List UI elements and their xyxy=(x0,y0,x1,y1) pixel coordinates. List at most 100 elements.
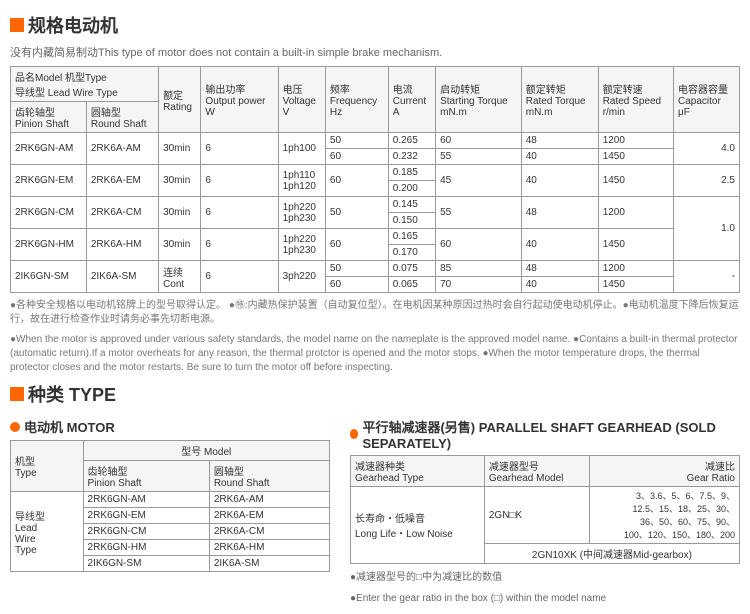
cell-round: 2RK6A-AM xyxy=(86,133,158,165)
cell-rated: 48 xyxy=(521,133,598,149)
motor-table: 机型 Type 型号 Model 齿轮轴型 Pinion Shaft 圆轴型 R… xyxy=(10,440,330,572)
cell-output: 6 xyxy=(201,197,278,229)
cell-round: 2RK6A-HM xyxy=(86,229,158,261)
cell-rated: 48 xyxy=(521,261,598,277)
bullet-icon xyxy=(10,422,20,432)
cell-output: 6 xyxy=(201,261,278,293)
gt-ratios: 3、3.6、5、6、7.5、9、 12.5、15、18、25、30、 36、50… xyxy=(589,487,740,544)
cell-rating: 30min xyxy=(159,133,201,165)
cell-freq: 60 xyxy=(325,229,388,261)
type-title: 种类 TYPE xyxy=(28,381,116,407)
spec-table: 品名Model 机型Type 导线型 Lead Wire Type 额定 Rat… xyxy=(10,66,740,293)
cell-rated: 40 xyxy=(521,229,598,261)
cell-voltage: 1ph100 xyxy=(278,133,325,165)
cell-cap: 4.0 xyxy=(673,133,739,165)
th-cap: 电容器容量 Capacitor μF xyxy=(673,67,739,133)
gear-heading: 平行轴减速器(另售) PARALLEL SHAFT GEARHEAD (SOLD… xyxy=(350,417,740,451)
cell-voltage: 1ph220 1ph230 xyxy=(278,197,325,229)
mt-round: 圆轴型 Round Shaft xyxy=(209,461,329,492)
bullet-icon xyxy=(350,429,358,439)
th-round: 圆轴型 Round Shaft xyxy=(86,102,158,133)
cell-cap: 2.5 xyxy=(673,165,739,197)
cell-voltage: 3ph220 xyxy=(278,261,325,293)
mt-round-cell: 2IK6A-SM xyxy=(209,556,329,572)
cell-rating: 30min xyxy=(159,197,201,229)
cell-speed: 1200 xyxy=(598,261,673,277)
cell-cap: - xyxy=(673,261,739,293)
mt-round-cell: 2RK6A-HM xyxy=(209,540,329,556)
cell-output: 6 xyxy=(201,229,278,261)
gt-modelv: 2GN□K xyxy=(484,487,589,544)
gear-title: 平行轴减速器(另售) PARALLEL SHAFT GEARHEAD (SOLD… xyxy=(362,417,740,451)
cell-start: 70 xyxy=(436,277,522,293)
th-freq: 频率 Frequency Hz xyxy=(325,67,388,133)
cell-speed: 1200 xyxy=(598,133,673,149)
mt-type: 机型 Type xyxy=(11,441,84,492)
cell-current: 0.265 xyxy=(388,133,435,149)
cell-speed: 1450 xyxy=(598,149,673,165)
cell-current: 0.200 xyxy=(388,181,435,197)
mt-pinion-cell: 2RK6GN-AM xyxy=(83,492,209,508)
gt-model: 减速器型号 Gearhead Model xyxy=(484,456,589,487)
th-current: 电流 Current A xyxy=(388,67,435,133)
gear-note2: ●Enter the gear ratio in the box (□) wit… xyxy=(350,591,740,606)
th-pinion: 齿轮轴型 Pinion Shaft xyxy=(11,102,87,133)
mt-round-cell: 2RK6A-AM xyxy=(209,492,329,508)
spec-subtitle: 没有内藏简易制动This type of motor does not cont… xyxy=(10,44,740,60)
mt-round-cell: 2RK6A-CM xyxy=(209,524,329,540)
cell-current: 0.065 xyxy=(388,277,435,293)
mt-model: 型号 Model xyxy=(83,441,329,461)
cell-speed: 1200 xyxy=(598,197,673,229)
cell-rating: 30min xyxy=(159,229,201,261)
cell-current: 0.232 xyxy=(388,149,435,165)
th-speed: 额定转速 Rated Speed r/min xyxy=(598,67,673,133)
cell-start: 55 xyxy=(436,149,522,165)
cell-rated: 48 xyxy=(521,197,598,229)
cell-voltage: 1ph220 1ph230 xyxy=(278,229,325,261)
cell-current: 0.075 xyxy=(388,261,435,277)
gt-type: 减速器种类 Gearhead Type xyxy=(351,456,485,487)
cell-speed: 1450 xyxy=(598,277,673,293)
cell-current: 0.150 xyxy=(388,213,435,229)
cell-voltage: 1ph110 1ph120 xyxy=(278,165,325,197)
gt-mid: 2GN10XK (中间减速器Mid-gearbox) xyxy=(484,544,739,564)
th-rating: 额定 Rating xyxy=(159,67,201,133)
gear-table: 减速器种类 Gearhead Type 减速器型号 Gearhead Model… xyxy=(350,455,740,564)
mt-pinion-cell: 2IK6GN-SM xyxy=(83,556,209,572)
gear-note1: ●减速器型号的□中为减速比的数值 xyxy=(350,570,740,585)
cell-current: 0.170 xyxy=(388,245,435,261)
mt-pinion: 齿轮轴型 Pinion Shaft xyxy=(83,461,209,492)
cell-pinion: 2IK6GN-SM xyxy=(11,261,87,293)
cell-output: 6 xyxy=(201,133,278,165)
cell-pinion: 2RK6GN-HM xyxy=(11,229,87,261)
cell-speed: 1450 xyxy=(598,229,673,261)
cell-pinion: 2RK6GN-EM xyxy=(11,165,87,197)
cell-rating: 30min xyxy=(159,165,201,197)
notes-en: ●When the motor is approved under variou… xyxy=(10,333,740,375)
th-model: 品名Model 机型Type 导线型 Lead Wire Type xyxy=(11,67,159,102)
cell-freq: 50 xyxy=(325,197,388,229)
cell-rating: 连续 Cont xyxy=(159,261,201,293)
cell-start: 45 xyxy=(436,165,522,197)
th-rated: 额定转矩 Rated Torque mN.m xyxy=(521,67,598,133)
cell-current: 0.165 xyxy=(388,229,435,245)
cell-start: 60 xyxy=(436,229,522,261)
cell-cap: 1.0 xyxy=(673,197,739,261)
th-output: 输出功率 Output power W xyxy=(201,67,278,133)
cell-speed: 1450 xyxy=(598,165,673,197)
cell-freq: 60 xyxy=(325,165,388,197)
cell-freq: 50 xyxy=(325,261,388,277)
cell-pinion: 2RK6GN-AM xyxy=(11,133,87,165)
section-title-spec: 规格电动机 xyxy=(10,12,740,38)
cell-round: 2IK6A-SM xyxy=(86,261,158,293)
gt-life: 长寿命・低噪音 Long Life・Low Noise xyxy=(351,487,485,564)
cell-current: 0.185 xyxy=(388,165,435,181)
th-voltage: 电压 Voltage V xyxy=(278,67,325,133)
cell-freq: 60 xyxy=(325,277,388,293)
square-icon xyxy=(10,18,24,32)
notes-zh: ●各种安全规格以电动机铭牌上的型号取得认定。 ●㊕:内藏热保护装置（自动复位型）… xyxy=(10,299,740,327)
th-start: 启动转矩 Starting Torque mN.m xyxy=(436,67,522,133)
cell-rated: 40 xyxy=(521,277,598,293)
cell-start: 55 xyxy=(436,197,522,229)
cell-round: 2RK6A-EM xyxy=(86,165,158,197)
